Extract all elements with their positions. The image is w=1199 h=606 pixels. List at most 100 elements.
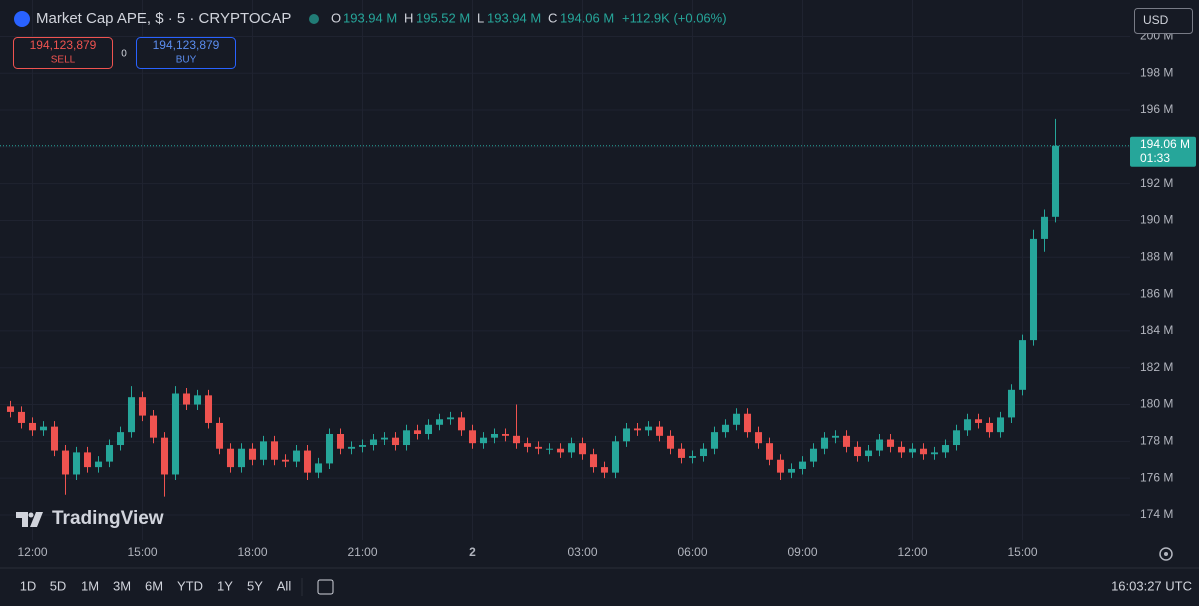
buy-box[interactable] <box>136 37 236 69</box>
candle-body <box>138 397 147 416</box>
settings-icon-center[interactable] <box>1164 552 1168 556</box>
candle-body <box>699 448 708 457</box>
buy-button[interactable]: 194,123,879 BUY <box>136 37 236 69</box>
candle-body <box>666 435 675 449</box>
y-tick-label: 198 M <box>1140 65 1173 79</box>
candle-body <box>259 441 268 460</box>
candle-body <box>479 437 488 444</box>
candle-body <box>743 413 752 433</box>
candle-body <box>314 463 323 473</box>
candle-body <box>864 450 873 457</box>
candle-body <box>919 448 928 455</box>
candle-body <box>633 428 642 431</box>
y-tick-label: 176 M <box>1140 470 1173 484</box>
candle-body <box>622 428 631 442</box>
plot-area <box>0 0 1130 540</box>
candle-body <box>39 426 48 431</box>
candle-body <box>72 452 81 475</box>
candle-body <box>523 443 532 447</box>
range-button[interactable]: 3M <box>113 578 131 593</box>
currency[interactable]: USD <box>1143 13 1169 27</box>
candle-body <box>1029 238 1038 341</box>
candle-body <box>611 441 620 473</box>
x-tick-label: 12:00 <box>897 545 927 559</box>
sell-label[interactable]: SELL <box>51 55 76 66</box>
candle-body <box>952 430 961 446</box>
sell-price[interactable]: 194,123,879 <box>30 38 97 52</box>
candle-body <box>292 450 301 462</box>
candle-body <box>842 435 851 447</box>
candle-body <box>831 435 840 438</box>
buy-label[interactable]: BUY <box>176 55 197 66</box>
candle-body <box>963 419 972 431</box>
ohlc-value: 193.94 M <box>343 10 397 25</box>
y-tick-label: 180 M <box>1140 397 1173 411</box>
candle-body <box>545 448 554 450</box>
range-button[interactable]: 5Y <box>247 578 263 593</box>
x-tick-label: 12:00 <box>17 545 47 559</box>
ohlc-label: H <box>404 10 413 25</box>
candle-body <box>171 393 180 475</box>
candle-body <box>732 413 741 425</box>
candle-body <box>787 468 796 473</box>
x-tick-label: 15:00 <box>1007 545 1037 559</box>
candle-body <box>985 422 994 433</box>
candle-body <box>776 459 785 473</box>
date-range-icon[interactable] <box>317 579 334 595</box>
currency-box[interactable] <box>1134 8 1193 34</box>
buy-price[interactable]: 194,123,879 <box>153 38 220 52</box>
candle-body <box>336 433 345 449</box>
candle-body <box>50 426 59 451</box>
x-tick-label: 15:00 <box>127 545 157 559</box>
settings-icon[interactable] <box>1159 547 1173 561</box>
candle-body <box>391 437 400 446</box>
candle-body <box>809 448 818 462</box>
x-tick-label: 18:00 <box>237 545 267 559</box>
range-button[interactable]: 6M <box>145 578 163 593</box>
candle-body <box>149 415 158 438</box>
symbol: Market Cap APE, $ · 5 · CRYPTOCAP <box>36 10 291 27</box>
candle-body <box>105 445 114 462</box>
y-tick-label: 190 M <box>1140 213 1173 227</box>
change: +112.9K (+0.06%) <box>622 10 727 25</box>
candle-body <box>886 439 895 447</box>
range-button[interactable]: 1M <box>81 578 99 593</box>
candle-body <box>897 446 906 453</box>
clock: 16:03:27 UTC <box>1111 578 1192 593</box>
x-tick-label: 03:00 <box>567 545 597 559</box>
candle-body <box>655 426 664 436</box>
plot: 174 M 176 M 178 M 180 M 182 M 184 M 186 M 188 M… <box>0 0 1196 559</box>
last-price-label: 194.06 M <box>1140 137 1190 151</box>
candle-body <box>710 432 719 449</box>
range-bar: 1D 5D 1M 3M 6M YTD 1Y 5Y All <box>20 578 292 593</box>
candle-body <box>61 450 70 475</box>
candle-body <box>127 397 136 433</box>
sell-button[interactable]: 194,123,879 SELL <box>13 37 113 69</box>
range-button[interactable]: All <box>277 578 292 593</box>
range-button[interactable]: 5D <box>50 578 67 593</box>
logo-dot <box>28 512 34 518</box>
candle-body <box>600 467 609 473</box>
ohlc-value: 193.94 M <box>487 10 541 25</box>
candle-body <box>303 450 312 473</box>
x-tick-label: 21:00 <box>347 545 377 559</box>
last-price-tag <box>1130 136 1196 167</box>
candle-body <box>402 430 411 446</box>
sell-box[interactable] <box>13 37 113 69</box>
candle-body <box>160 437 169 475</box>
candle-body <box>6 406 15 412</box>
candle-body <box>677 448 686 458</box>
candle-body <box>446 417 455 420</box>
candle-body <box>567 443 576 453</box>
candle-body <box>820 437 829 449</box>
y-tick-label: 178 M <box>1140 434 1173 448</box>
range-button[interactable]: 1D <box>20 578 37 593</box>
status-dot <box>309 14 319 24</box>
y-tick-label: 184 M <box>1140 323 1173 337</box>
range-button[interactable]: YTD <box>177 578 203 593</box>
candle-body <box>1018 340 1027 390</box>
range-button[interactable]: 1Y <box>217 578 233 593</box>
ohlc-value: 194.06 M <box>560 10 614 25</box>
candle-body <box>248 448 257 460</box>
candle-body <box>413 430 422 434</box>
